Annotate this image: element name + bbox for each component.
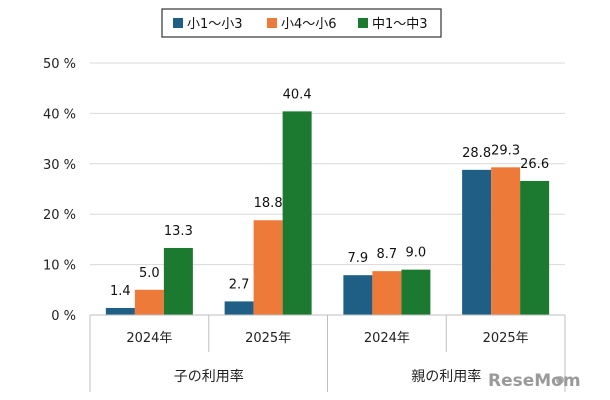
y-tick-label: 0 % [51,309,76,324]
data-label: 8.7 [377,247,398,262]
data-label: 2.7 [229,277,250,292]
data-label: 9.0 [406,246,427,261]
data-label: 40.4 [283,87,312,102]
bar [253,220,283,315]
bar [105,307,135,315]
y-tick-label: 30 % [43,158,76,173]
bar [401,269,431,315]
legend-swatch [267,18,277,28]
data-label: 5.0 [139,266,160,281]
bar [224,301,254,315]
data-label: 13.3 [164,224,193,239]
bar [343,275,373,315]
bar [163,247,193,315]
watermark: ReseMom [488,371,581,391]
x-tick-label: 2024年 [126,331,172,346]
bar [372,271,402,315]
data-label: 7.9 [348,251,369,266]
data-label: 29.3 [491,143,520,158]
legend: 小1～小3 小4～小6 中1～中3 [161,8,442,38]
bar [520,180,550,315]
y-axis: 0 % 10 % 20 % 30 % 40 % 50 % [43,57,76,324]
legend-swatch [358,18,368,28]
legend-box [161,8,442,38]
x-tick-label: 2025年 [483,331,529,346]
y-tick-label: 20 % [43,208,76,223]
y-tick-label: 10 % [43,259,76,274]
data-label: 1.4 [110,284,131,299]
data-labels: 1.4 5.0 13.3 2.7 18.8 40.4 7.9 8.7 9.0 28.8 29.326… [110,87,549,299]
bar [462,169,492,315]
y-tick-label: 40 % [43,107,76,122]
legend-label: 小4～小6 [281,17,337,32]
x-group-label: 親の利用率 [411,368,481,385]
legend-swatch [173,18,183,28]
x-tick-label: 2024年 [364,331,410,346]
y-tick-label: 50 % [43,57,76,72]
watermark-text: ReseMom [488,371,581,391]
watermark-logo-icon [556,376,564,384]
x-tick-label: 2025年 [245,331,291,346]
bar [282,111,312,315]
data-label: 28.8 [462,146,491,161]
data-label: 26.6 [520,157,549,172]
legend-label: 中1～中3 [372,17,428,32]
legend-label: 小1～小3 [187,17,243,32]
bars [105,111,550,315]
x-group-label: 子の利用率 [174,368,244,385]
data-label: 18.8 [254,196,283,211]
bar [491,167,521,315]
bar [134,289,164,315]
